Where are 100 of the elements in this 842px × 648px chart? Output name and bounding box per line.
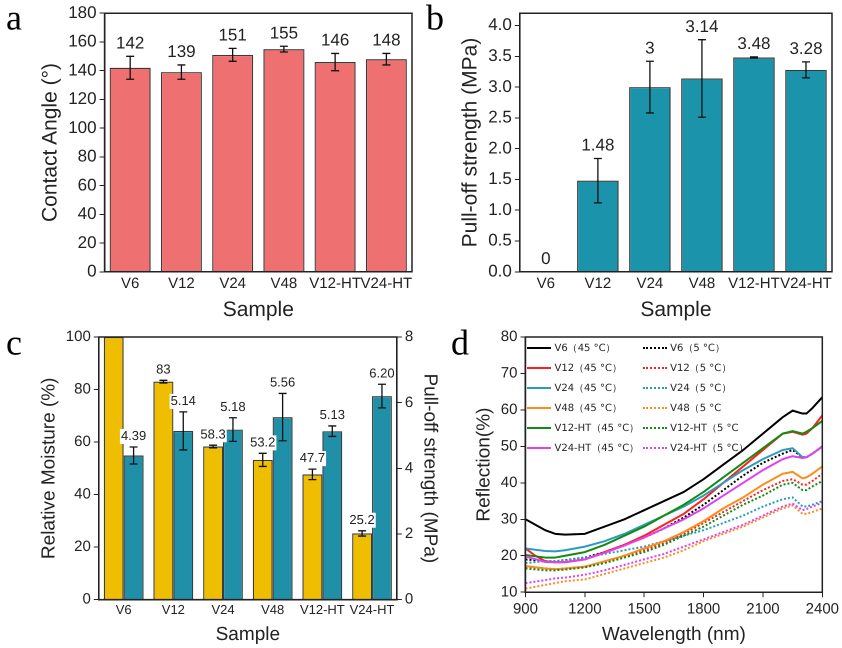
y-tick-label: 2.0	[488, 138, 512, 158]
data-label: 151	[218, 26, 247, 45]
y-tick-label: 60	[500, 401, 518, 418]
x-tick-label: V24	[219, 274, 246, 292]
y-tick-label: 140	[68, 60, 97, 80]
x-tick-label: V48	[688, 274, 716, 292]
y2-tick-label: 6	[404, 394, 414, 411]
y-tick-label: 3.0	[488, 76, 512, 96]
data-label: 53.2	[250, 434, 276, 450]
data-label: 142	[116, 33, 144, 52]
legend-label: V6（5 °C）	[669, 342, 726, 355]
y-tick-label: 20	[74, 538, 91, 556]
y2-tick-label: 2	[404, 525, 414, 542]
y-axis-title: Contact Angle (°)	[38, 63, 62, 222]
y-tick-label: 80	[74, 380, 91, 398]
x-tick-label: V12-HT	[728, 274, 780, 292]
x-tick-label: 2100	[746, 600, 780, 618]
y-axis-title: Reflection(%)	[474, 408, 495, 522]
x-tick-label: V12	[162, 602, 185, 617]
x-tick-label: V24	[636, 274, 664, 292]
y-tick-label: 20	[500, 546, 518, 564]
x-tick-label: 900	[512, 600, 538, 618]
y-tick-label: 10	[500, 583, 518, 600]
legend-label: V24-HT（5 °C）	[669, 442, 750, 455]
y-tick-label: 40	[74, 486, 91, 503]
x-tick-label: V24-HT	[780, 274, 832, 292]
y-axis-title: Relative Moisture (%)	[38, 377, 60, 560]
legend-label: V12-HT（45 °C）	[553, 422, 640, 435]
data-label: 58.3	[200, 426, 226, 442]
y2-tick-label: 8	[404, 328, 414, 346]
x-tick-label: 2400	[806, 600, 840, 618]
text: a	[6, 0, 22, 38]
y-tick-label: 0	[82, 590, 91, 608]
legend-label: V12-HT（5 °C	[669, 422, 740, 435]
data-label: 5.14	[170, 392, 196, 408]
y-tick-label: 2.5	[488, 108, 512, 127]
data-label: 0	[541, 248, 551, 268]
y2-tick-label: 0	[404, 590, 414, 608]
y-tick-label: 3.5	[488, 46, 512, 65]
x-tick-label: 1800	[686, 600, 720, 618]
data-label: 3	[645, 38, 655, 58]
legend-label: V12（5 °C）	[669, 362, 732, 375]
data-label: 6.20	[369, 365, 395, 380]
x-tick-label: V48	[270, 274, 298, 292]
y-tick-label: 40	[78, 204, 97, 224]
x-tick-label: 1500	[628, 600, 661, 618]
y-tick-label: 40	[500, 474, 518, 491]
x-tick-label: V48	[261, 602, 284, 617]
x-tick-label: V6	[536, 274, 556, 292]
y-tick-label: 50	[500, 438, 518, 455]
y-tick-label: 70	[500, 364, 518, 382]
y-tick-label: 100	[66, 328, 91, 346]
x-tick-label: 1200	[568, 600, 602, 618]
y-tick-label: 180	[68, 2, 97, 22]
y2-axis-title: Pull-off strength (MPa)	[419, 373, 440, 564]
y-tick-label: 80	[78, 146, 97, 166]
y-tick-label: 0	[87, 261, 97, 280]
data-label: 25.2	[349, 512, 375, 527]
y-tick-label: 0.0	[488, 261, 512, 280]
legend-label: V48（5 °C	[669, 402, 722, 415]
data-label: 3.28	[789, 39, 823, 58]
y-tick-label: 20	[78, 232, 97, 252]
data-label: 1.48	[581, 136, 614, 155]
y-tick-label: 80	[500, 328, 518, 346]
data-label: 3.14	[685, 16, 718, 36]
y-axis-title: Pull-off strength (MPa)	[458, 38, 482, 248]
y-tick-label: 100	[68, 118, 97, 137]
x-axis-title: Sample	[216, 624, 280, 645]
data-label: 146	[320, 30, 350, 50]
text: d	[451, 322, 469, 362]
data-label: 4.39	[120, 428, 146, 444]
x-axis-title: Wavelength (nm)	[602, 624, 746, 645]
x-tick-label: V24-HT	[360, 274, 412, 292]
x-tick-label: V12-HT	[300, 602, 345, 617]
data-label: 3.48	[737, 34, 771, 54]
text: b	[426, 0, 444, 38]
legend-label: V6（45 °C）	[553, 342, 617, 355]
x-tick-label: V24-HT	[350, 602, 394, 617]
x-tick-label: V6	[116, 602, 132, 617]
data-label: 83	[156, 361, 171, 376]
data-label: 5.56	[270, 374, 296, 390]
y-tick-label: 160	[68, 32, 97, 51]
legend-label: V24（5 °C）	[669, 382, 732, 395]
text: c	[6, 322, 22, 362]
data-label: 148	[372, 30, 401, 50]
data-label: 47.7	[300, 450, 326, 466]
x-axis-title: Sample	[222, 298, 294, 322]
y-tick-label: 60	[78, 175, 97, 194]
x-tick-label: V6	[121, 274, 140, 292]
legend-label: V24（45 °C）	[553, 382, 623, 395]
data-label: 139	[167, 42, 196, 62]
data-label: 5.13	[320, 407, 345, 422]
legend-label: V48（45 °C）	[553, 402, 623, 415]
y-tick-label: 120	[68, 89, 97, 108]
legend-label: V12（45 °C）	[553, 362, 623, 375]
y-tick-label: 1.5	[488, 169, 512, 188]
legend-label: V24-HT（45 °C）	[553, 442, 640, 455]
data-label: 5.18	[220, 398, 246, 414]
x-axis-title: Sample	[640, 298, 712, 322]
x-tick-label: V24	[211, 602, 235, 617]
